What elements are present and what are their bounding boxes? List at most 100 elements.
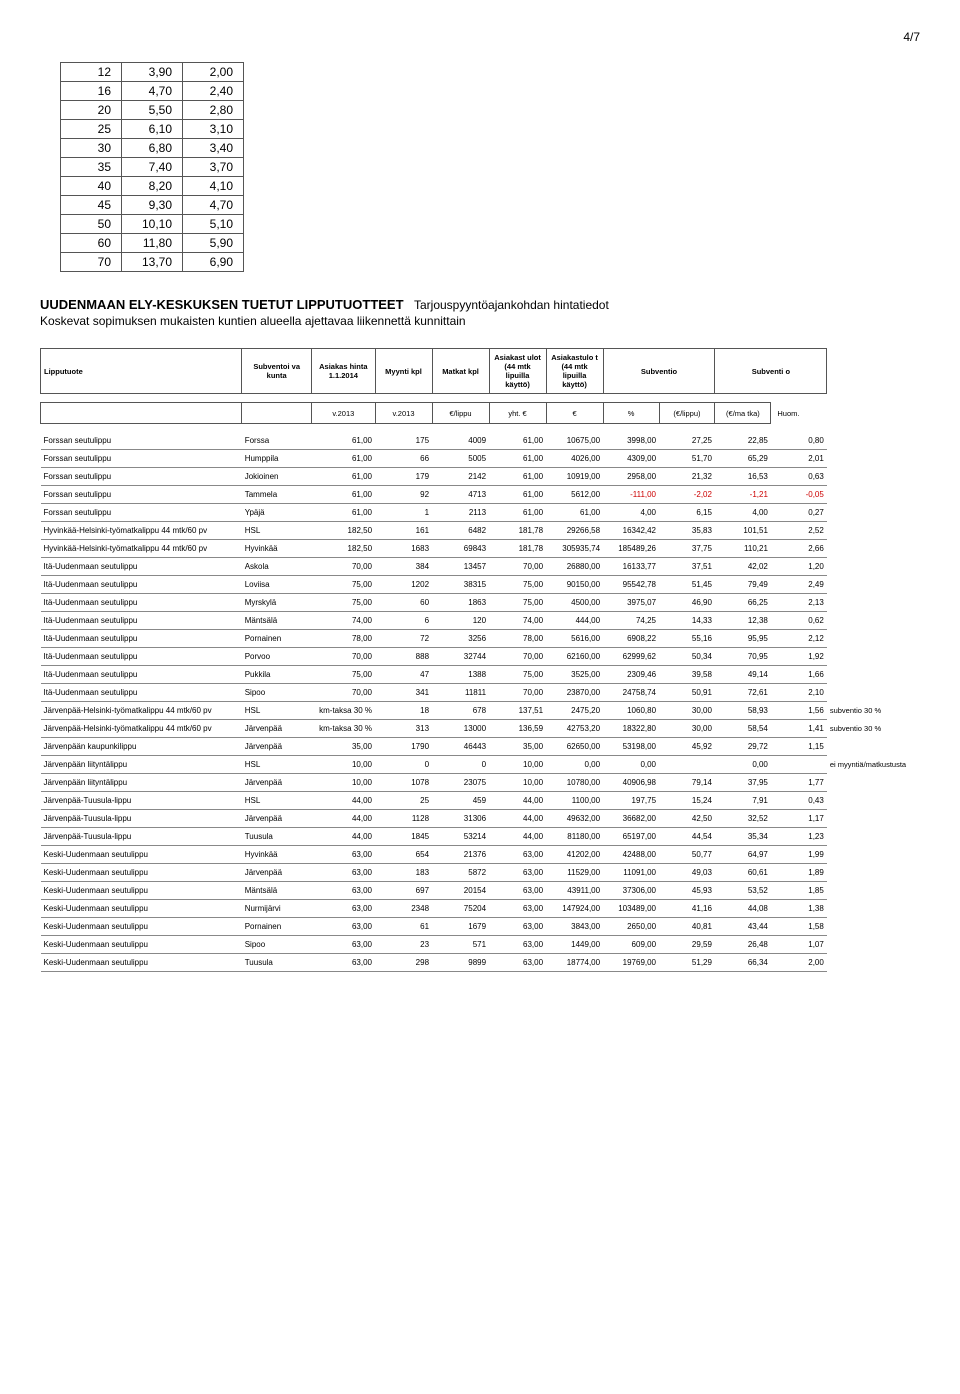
cell-value: 101,51 [715,522,771,540]
cell-value: 44,00 [312,810,375,828]
cell-kunta: Porvoo [242,648,312,666]
cell-product: Järvenpää-Helsinki-työmatkalippu 44 mtk/… [41,702,242,720]
cell-value: 0,00 [546,756,603,774]
cell-note [827,918,920,936]
cell-value: 179 [375,468,432,486]
cell-value: 49632,00 [546,810,603,828]
cell-value: 29266,58 [546,522,603,540]
ticket-row: Hyvinkää-Helsinki-työmatkalippu 44 mtk/6… [41,540,921,558]
cell-value: 6 [375,612,432,630]
cell-kunta: Forssa [242,432,312,450]
cell-value [659,756,715,774]
cell-value: 1,17 [771,810,827,828]
cell-value: 37,75 [659,540,715,558]
ticket-row: Itä-Uudenmaan seutulippuPorvoo70,0088832… [41,648,921,666]
cell-value: 60 [375,594,432,612]
cell-value: 1845 [375,828,432,846]
cell-value: 1,89 [771,864,827,882]
ticket-row: Keski-Uudenmaan seutulippuSipoo63,002357… [41,936,921,954]
fare-cell: 2,00 [183,63,244,82]
cell-note [827,810,920,828]
cell-kunta: Tuusula [242,828,312,846]
cell-value: 63,00 [312,936,375,954]
cell-value: 1790 [375,738,432,756]
cell-value: 1679 [432,918,489,936]
hdr-myynti: Myynti kpl [375,349,432,394]
cell-product: Järvenpään liityntälippu [41,774,242,792]
cell-value: 70,00 [312,684,375,702]
cell-product: Keski-Uudenmaan seutulippu [41,918,242,936]
cell-value: 75,00 [312,576,375,594]
cell-value: 29,59 [659,936,715,954]
cell-note [827,522,920,540]
cell-value: 2309,46 [603,666,659,684]
fare-cell: 6,80 [122,139,183,158]
cell-note [827,630,920,648]
cell-value: 81180,00 [546,828,603,846]
cell-value: 26880,00 [546,558,603,576]
cell-value: 5005 [432,450,489,468]
cell-note [827,648,920,666]
cell-value: 0 [432,756,489,774]
cell-value: 63,00 [312,846,375,864]
cell-kunta: Tuusula [242,954,312,972]
cell-value: 16133,77 [603,558,659,576]
cell-value: 27,25 [659,432,715,450]
cell-value: 4309,00 [603,450,659,468]
cell-value: 15,24 [659,792,715,810]
fare-cell: 20 [61,101,122,120]
cell-value: 65197,00 [603,828,659,846]
cell-value: 4026,00 [546,450,603,468]
cell-value: 37306,00 [603,882,659,900]
cell-value: 4713 [432,486,489,504]
cell-value: 1 [375,504,432,522]
cell-value: 95542,78 [603,576,659,594]
cell-value: 66,34 [715,954,771,972]
fare-cell: 6,10 [122,120,183,139]
cell-value: 0,63 [771,468,827,486]
cell-value: 1449,00 [546,936,603,954]
cell-note [827,828,920,846]
cell-value: 0,27 [771,504,827,522]
cell-value: 0,00 [603,756,659,774]
title-main: UUDENMAAN ELY-KESKUKSEN TUETUT LIPPUTUOT… [40,297,404,312]
ticket-row: Keski-Uudenmaan seutulippuPornainen63,00… [41,918,921,936]
tickets-table: Lipputuote Subventoi va kunta Asiakas hi… [40,348,920,972]
fare-cell: 60 [61,234,122,253]
cell-value: 58,93 [715,702,771,720]
cell-value: 53214 [432,828,489,846]
sub-v2013b: v.2013 [375,403,432,424]
cell-value: 63,00 [312,954,375,972]
cell-value: 43,44 [715,918,771,936]
cell-value: 182,50 [312,522,375,540]
page-number: 4/7 [40,30,920,44]
cell-value: 44,08 [715,900,771,918]
cell-value: -1,21 [715,486,771,504]
cell-value: 305935,74 [546,540,603,558]
cell-product: Forssan seutulippu [41,468,242,486]
cell-value: 3975,07 [603,594,659,612]
cell-value: 888 [375,648,432,666]
header-row-2: v.2013 v.2013 €/lippu yht. € € % (€/lipp… [41,403,921,424]
cell-value: 1,38 [771,900,827,918]
cell-kunta: Myrskylä [242,594,312,612]
cell-value: 21,32 [659,468,715,486]
sub-yht: yht. € [489,403,546,424]
cell-value: 46,90 [659,594,715,612]
cell-value: 1,92 [771,648,827,666]
cell-value: 74,25 [603,612,659,630]
cell-value: 4,00 [715,504,771,522]
cell-kunta: Pornainen [242,630,312,648]
cell-product: Itä-Uudenmaan seutulippu [41,558,242,576]
cell-value: 0,00 [715,756,771,774]
fare-cell: 35 [61,158,122,177]
fare-band-row: 256,103,10 [61,120,244,139]
cell-value: 45,93 [659,882,715,900]
cell-value: 44,00 [489,828,546,846]
ticket-row: Itä-Uudenmaan seutulippuMäntsälä74,00612… [41,612,921,630]
fare-cell: 4,10 [183,177,244,196]
fare-cell: 3,90 [122,63,183,82]
cell-value: 181,78 [489,522,546,540]
cell-value: 2,12 [771,630,827,648]
cell-note: subventio 30 % [827,702,920,720]
